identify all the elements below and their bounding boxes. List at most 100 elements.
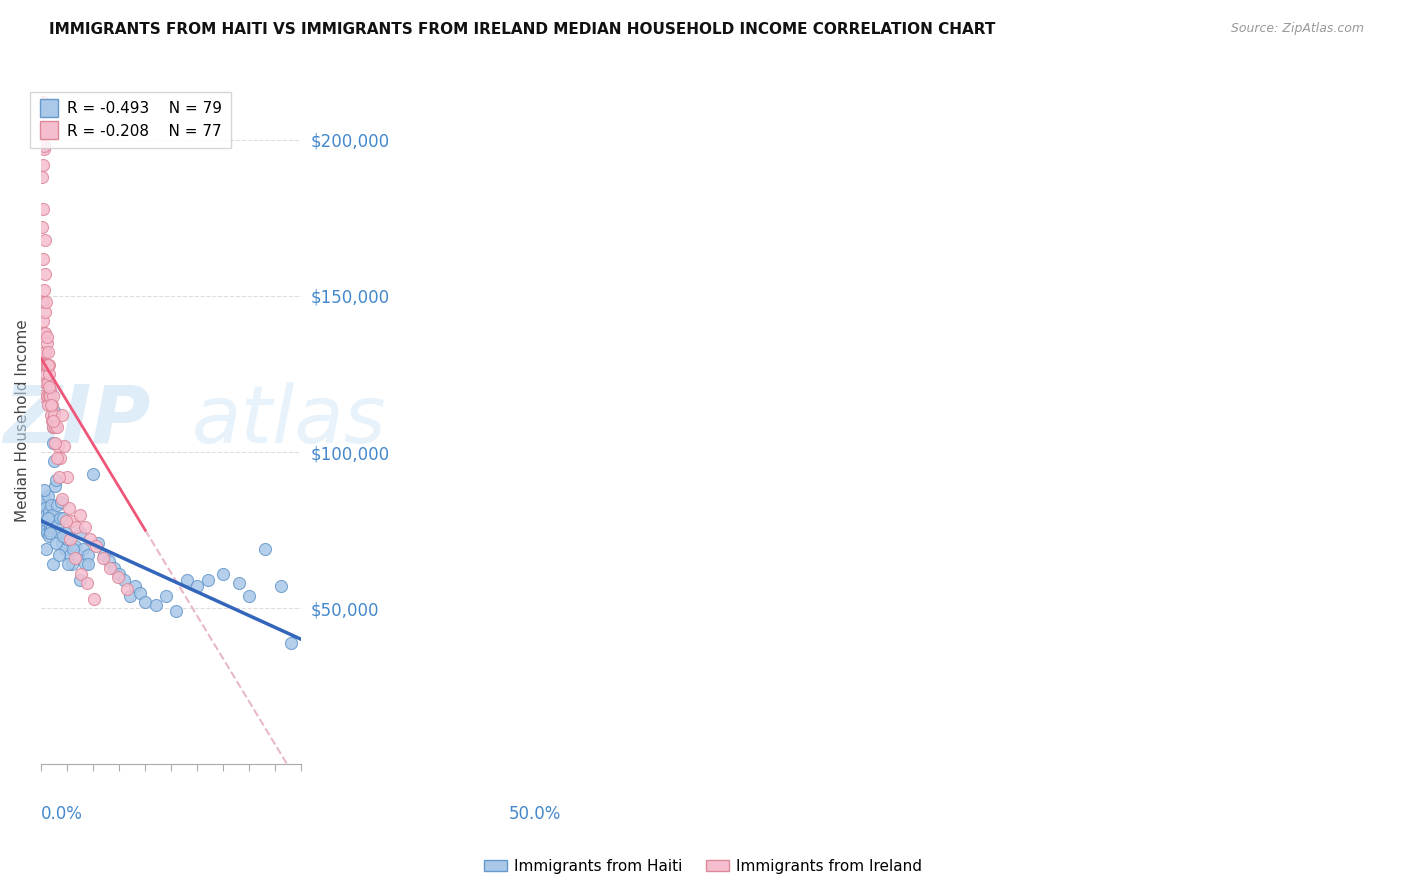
Point — [56, 533, 79, 547]
Point — [39, 408, 62, 422]
Point — [55, 514, 77, 528]
Point — [77, 558, 100, 572]
Point — [34, 501, 56, 516]
Point — [97, 554, 120, 568]
Point — [35, 508, 58, 522]
Point — [60, 558, 83, 572]
Point — [41, 558, 63, 572]
Point — [84, 539, 107, 553]
Point — [79, 533, 101, 547]
Point — [69, 566, 91, 581]
Point — [165, 604, 187, 618]
Point — [228, 576, 250, 591]
Text: 50.0%: 50.0% — [509, 805, 561, 823]
Point — [69, 526, 91, 541]
Point — [69, 508, 91, 522]
Point — [31, 252, 53, 266]
Point — [32, 139, 55, 153]
Point — [38, 367, 60, 381]
Point — [37, 329, 59, 343]
Point — [44, 435, 66, 450]
Point — [32, 483, 55, 497]
Point — [41, 414, 63, 428]
Point — [118, 589, 141, 603]
Point — [35, 389, 58, 403]
Point — [45, 535, 67, 549]
Point — [32, 283, 55, 297]
Point — [38, 389, 60, 403]
Point — [41, 508, 63, 522]
Point — [108, 566, 131, 581]
Point — [107, 570, 129, 584]
Point — [31, 508, 53, 522]
Point — [35, 541, 58, 556]
Point — [35, 367, 58, 381]
Point — [41, 398, 63, 412]
Point — [35, 376, 58, 391]
Point — [38, 529, 60, 543]
Point — [39, 516, 62, 531]
Point — [32, 491, 55, 506]
Point — [51, 491, 73, 506]
Legend: Immigrants from Haiti, Immigrants from Ireland: Immigrants from Haiti, Immigrants from I… — [478, 853, 928, 880]
Point — [145, 598, 167, 612]
Point — [49, 510, 72, 524]
Point — [35, 523, 58, 537]
Point — [129, 585, 152, 599]
Point — [35, 335, 58, 350]
Point — [41, 420, 63, 434]
Point — [76, 576, 98, 591]
Point — [34, 358, 56, 372]
Point — [270, 579, 292, 593]
Text: 0.0%: 0.0% — [41, 805, 83, 823]
Point — [91, 551, 114, 566]
Point — [53, 541, 76, 556]
Text: ZIP: ZIP — [3, 382, 150, 460]
Point — [38, 379, 60, 393]
Point — [45, 498, 67, 512]
Point — [31, 158, 53, 172]
Point — [42, 404, 65, 418]
Point — [48, 548, 70, 562]
Point — [75, 558, 97, 572]
Point — [32, 295, 55, 310]
Point — [51, 408, 73, 422]
Point — [35, 295, 58, 310]
Point — [49, 495, 72, 509]
Text: IMMIGRANTS FROM HAITI VS IMMIGRANTS FROM IRELAND MEDIAN HOUSEHOLD INCOME CORRELA: IMMIGRANTS FROM HAITI VS IMMIGRANTS FROM… — [49, 22, 995, 37]
Point — [63, 551, 86, 566]
Point — [31, 389, 53, 403]
Point — [186, 579, 208, 593]
Point — [32, 510, 55, 524]
Point — [44, 479, 66, 493]
Point — [39, 526, 62, 541]
Point — [253, 541, 276, 556]
Point — [62, 541, 84, 556]
Y-axis label: Median Household Income: Median Household Income — [15, 319, 30, 522]
Point — [52, 529, 75, 543]
Point — [38, 358, 60, 372]
Point — [35, 514, 58, 528]
Point — [42, 435, 65, 450]
Point — [197, 573, 219, 587]
Point — [35, 376, 58, 391]
Point — [39, 389, 62, 403]
Point — [51, 535, 73, 549]
Point — [34, 326, 56, 341]
Point — [41, 520, 63, 534]
Point — [37, 510, 59, 524]
Point — [35, 358, 58, 372]
Point — [73, 520, 96, 534]
Text: Source: ZipAtlas.com: Source: ZipAtlas.com — [1230, 22, 1364, 36]
Point — [280, 635, 302, 649]
Text: atlas: atlas — [193, 382, 387, 460]
Point — [32, 95, 55, 110]
Point — [66, 548, 89, 562]
Point — [112, 573, 135, 587]
Point — [32, 326, 55, 341]
Point — [37, 526, 59, 541]
Point — [37, 345, 59, 359]
Point — [39, 398, 62, 412]
Point — [124, 579, 146, 593]
Point — [46, 439, 69, 453]
